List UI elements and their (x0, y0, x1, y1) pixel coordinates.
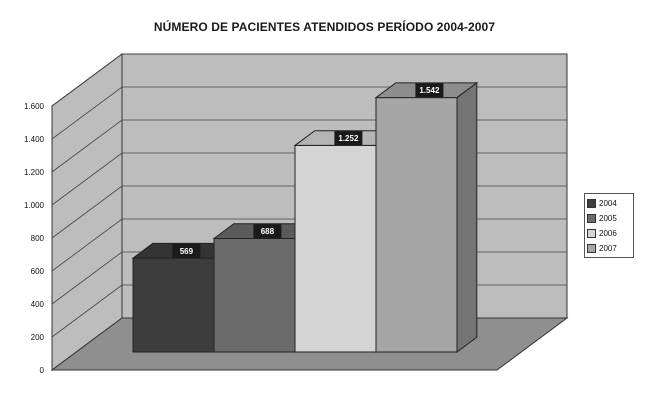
legend-swatch (587, 229, 596, 238)
y-tick-label: 1.000 (24, 201, 45, 210)
y-tick-label: 1.200 (24, 168, 45, 177)
chart-title: NÚMERO DE PACIENTES ATENDIDOS PERÍODO 20… (153, 20, 496, 34)
legend-item-2004: 2004 (587, 196, 631, 211)
legend-item-2006: 2006 (587, 226, 631, 241)
chart-bars (131, 81, 479, 353)
bar-front-2006 (294, 144, 377, 353)
y-tick-label: 800 (31, 234, 45, 243)
y-tick-label: 1.600 (24, 102, 45, 111)
legend-item-2007: 2007 (587, 241, 631, 256)
y-tick-label: 200 (31, 333, 45, 342)
legend-swatch (587, 244, 596, 253)
legend-label: 2004 (599, 199, 617, 208)
gridline (51, 53, 567, 107)
bar-front-2004 (132, 257, 215, 353)
legend-item-2005: 2005 (587, 211, 631, 226)
y-tick-label: 600 (31, 267, 45, 276)
data-label-2005: 688 (261, 227, 275, 236)
legend-swatch (587, 199, 596, 208)
data-label-2007: 1.542 (419, 86, 440, 95)
legend: 2004 2005 2006 2007 (584, 193, 634, 258)
legend-label: 2005 (599, 214, 617, 223)
y-tick-label: 1.400 (24, 135, 45, 144)
data-label-bg-2007 (415, 83, 444, 98)
data-label-bg-2006 (334, 131, 363, 146)
y-axis-ticks: 0 200 400 600 800 1.000 1.200 1.400 1.600 (24, 102, 45, 375)
data-labels: 569 688 1.252 1.542 (172, 83, 444, 258)
legend-label: 2007 (599, 244, 617, 253)
data-label-2004: 569 (180, 247, 194, 256)
y-tick-label: 400 (31, 300, 45, 309)
y-tick-label: 0 (40, 366, 45, 375)
data-label-bg-2004 (172, 243, 201, 258)
data-label-bg-2005 (253, 224, 282, 239)
data-label-2006: 1.252 (338, 134, 359, 143)
legend-label: 2006 (599, 229, 617, 238)
bar-side-2007 (456, 81, 478, 353)
bar-front-2007 (375, 97, 458, 353)
bar-front-2005 (213, 237, 296, 353)
legend-swatch (587, 214, 596, 223)
